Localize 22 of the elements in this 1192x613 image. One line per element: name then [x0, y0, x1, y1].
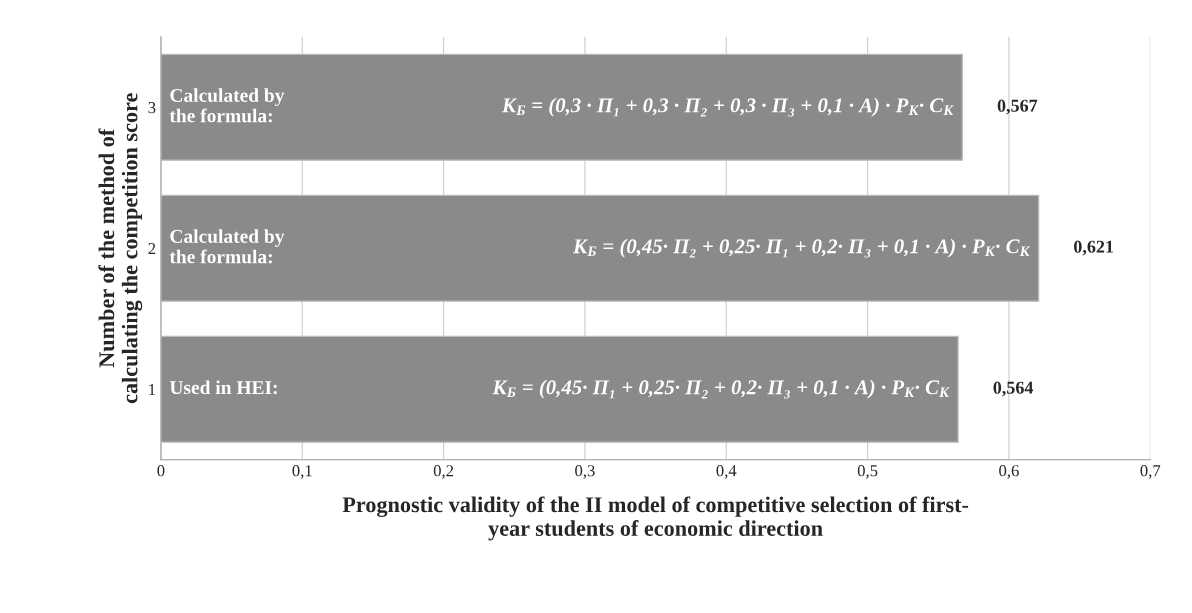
- x-tick-label: 0: [157, 465, 165, 477]
- y-tick-label: 2: [148, 243, 156, 255]
- y-tick-label: 3: [148, 102, 156, 114]
- x-tick-label: 0,6: [999, 465, 1019, 479]
- x-tick-label: 0,1: [292, 465, 312, 479]
- x-tick-label: 0,7: [1140, 465, 1161, 479]
- data-label: 0,567: [997, 99, 1038, 115]
- x-axis-title: Prognostic validity of the II model of competitive selection of first- year students of economic direction: [342, 496, 969, 541]
- x-tick-label: 0,4: [716, 465, 737, 479]
- data-label: 0,564: [993, 381, 1034, 397]
- annotation: Used in HEI:: [169, 380, 277, 395]
- annotation: Calculated by the formula:: [169, 229, 285, 264]
- x-tick-label: 0,3: [575, 465, 595, 479]
- y-axis-title: Number of the method of calculating the competition score: [98, 93, 143, 404]
- annotation: К$_{Б}$ = (0,45· П₂ + 0,25· П₁ + 0,2· П₃ + 0,1 · А) · Р$_{К}$· С$_{К}$: [572, 238, 1031, 258]
- annotation: К$_{Б}$ = (0,45· П₁ + 0,25· П₂ + 0,2· П₃ + 0,1 · А) · Р$_{К}$· С$_{К}$: [492, 379, 950, 399]
- annotation: К$_{Б}$ = (0,3 · П₁ + 0,3 · П₂ + 0,3 · П₃ + 0,1 · А) · Р$_{К}$· С$_{К}$: [501, 97, 954, 117]
- x-tick-label: 0,2: [433, 465, 454, 479]
- y-tick-label: 1: [149, 384, 156, 396]
- x-tick-label: 0,5: [857, 465, 878, 479]
- data-label: 0,621: [1074, 240, 1114, 256]
- annotation: Calculated by the formula:: [169, 88, 285, 123]
